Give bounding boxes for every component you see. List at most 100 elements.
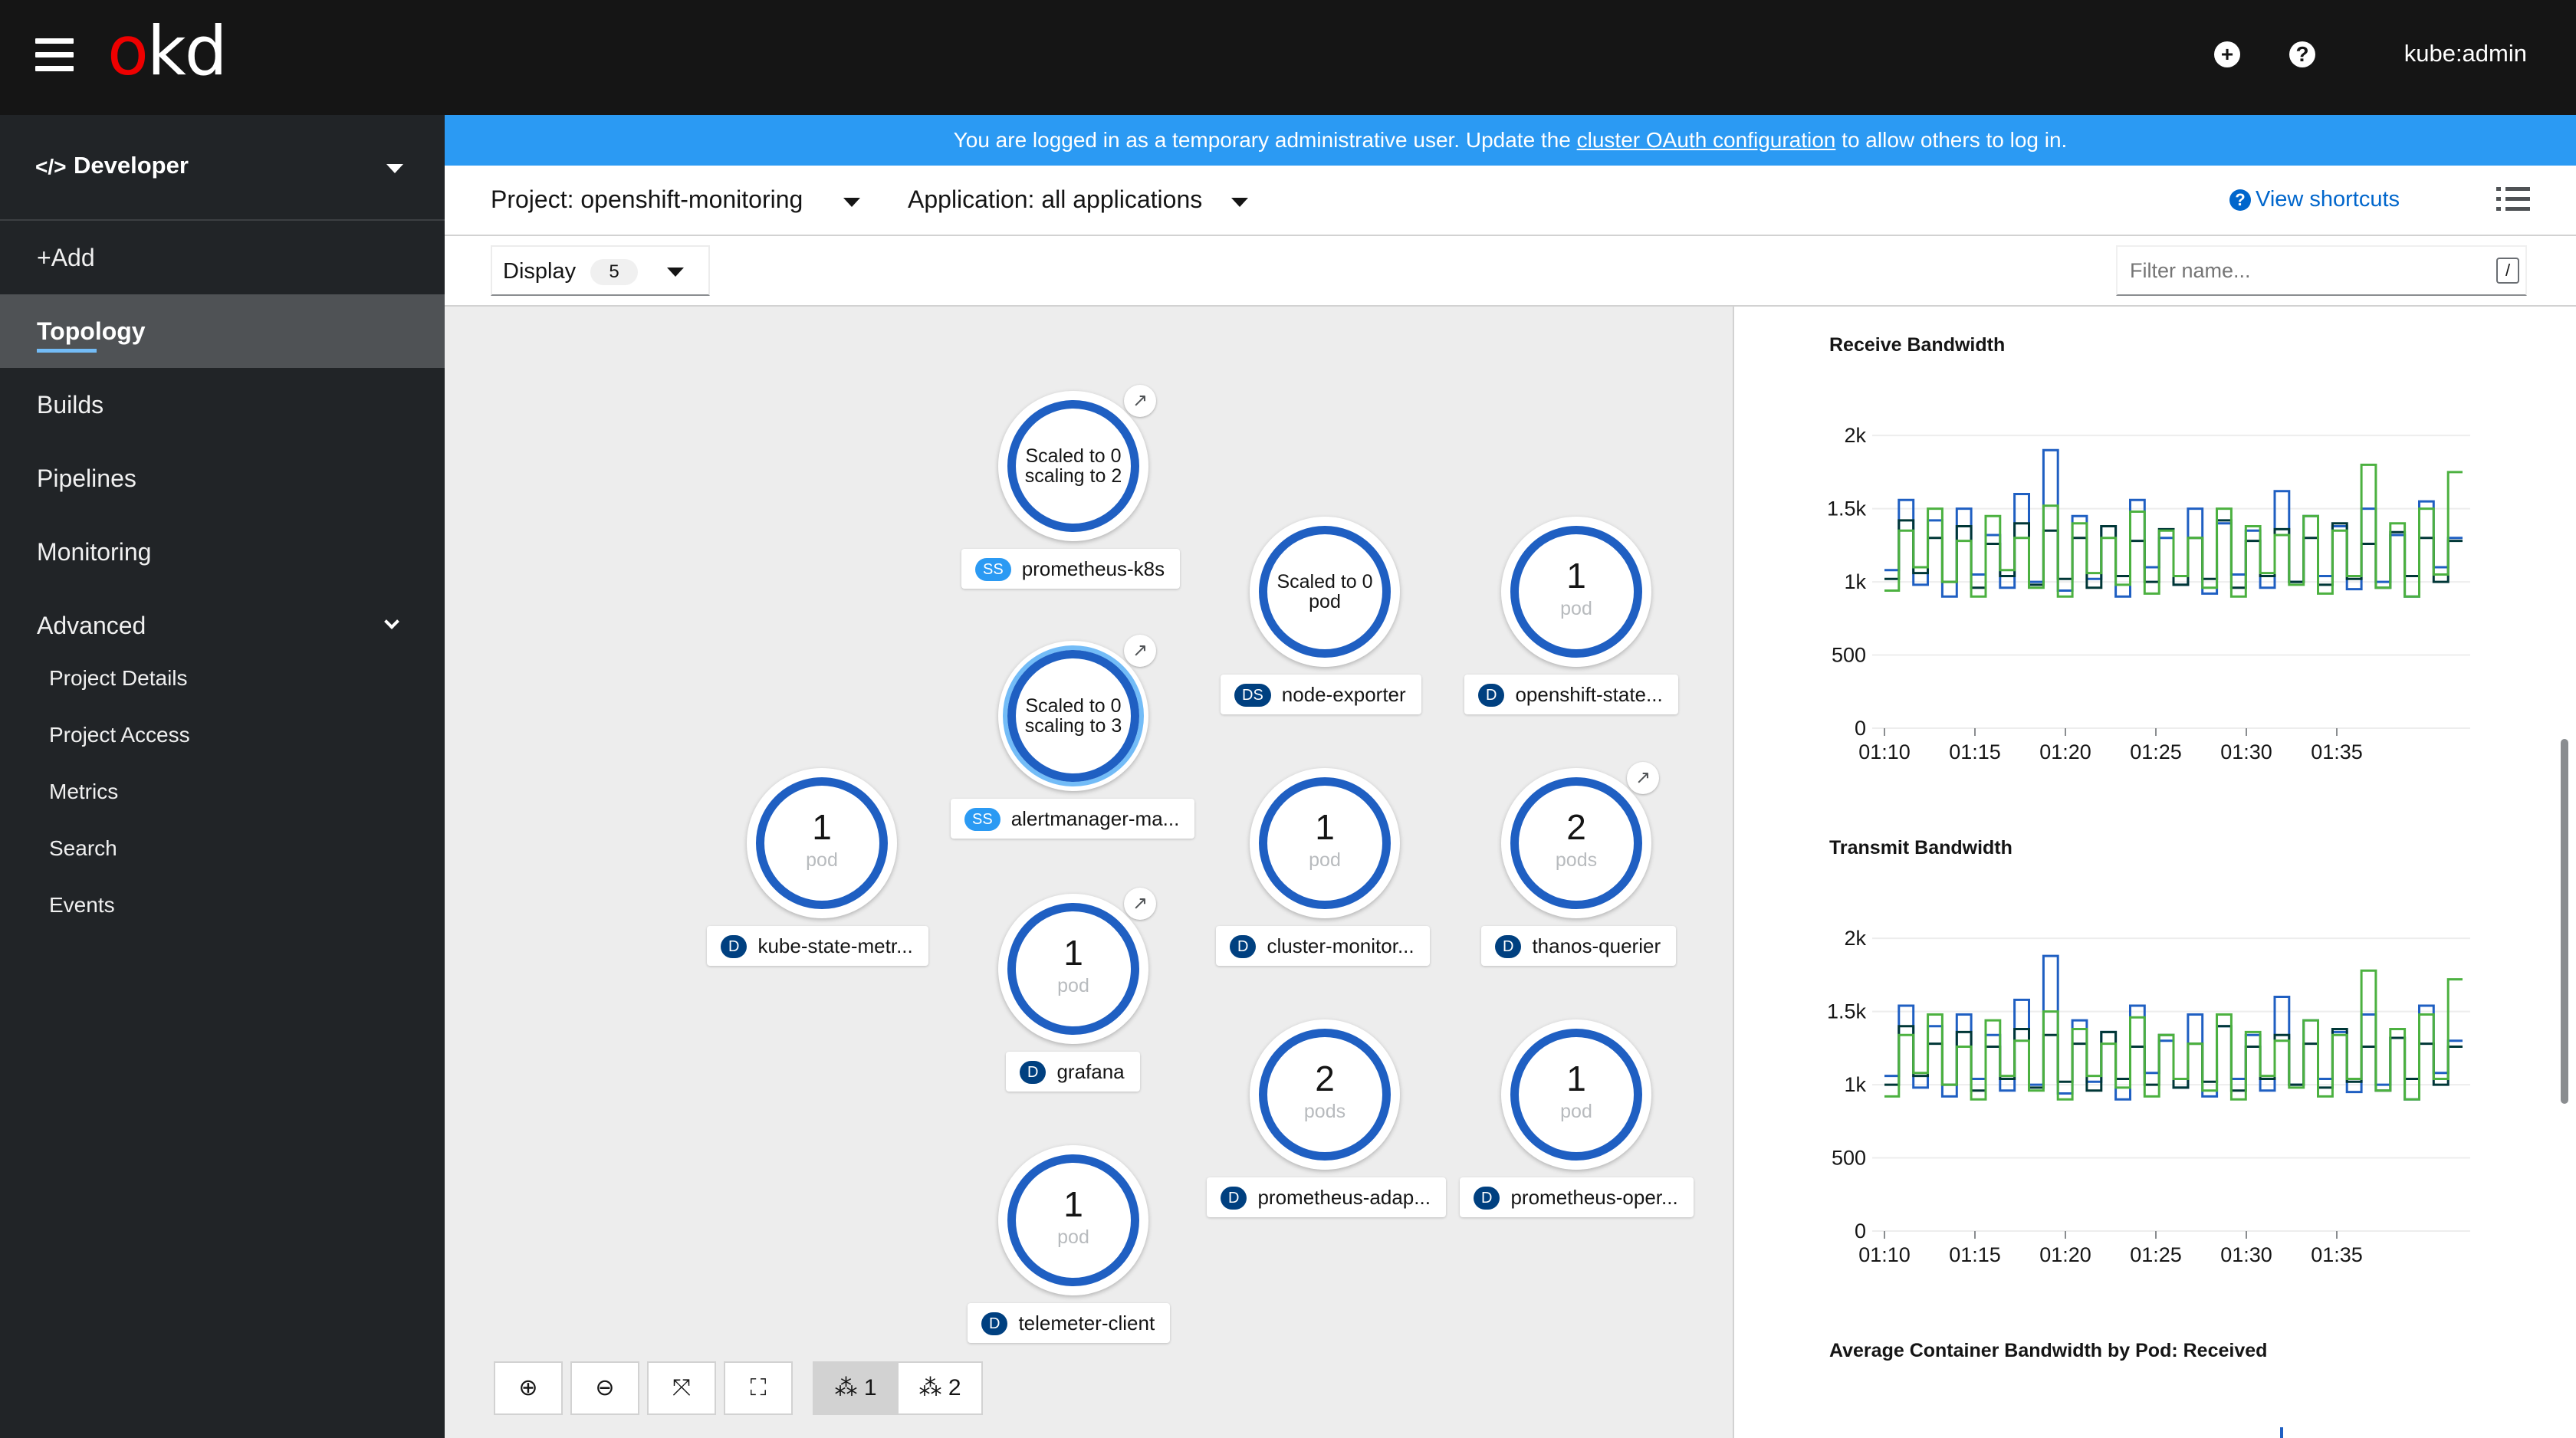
topology-node[interactable]: 2 pods ↗ xyxy=(1501,762,1659,918)
external-link-icon[interactable]: ↗ xyxy=(1627,762,1659,794)
list-view-icon[interactable] xyxy=(2496,187,2530,216)
chart-title: Receive Bandwidth xyxy=(1829,334,2006,356)
x-tick-label: 01:30 xyxy=(2220,740,2272,763)
sidebar-item-project-access[interactable]: Project Access xyxy=(49,723,190,747)
active-indicator xyxy=(37,349,97,353)
chevron-down-icon xyxy=(384,614,399,629)
sidebar-item-search[interactable]: Search xyxy=(49,836,117,860)
pod-count: 1 xyxy=(1566,1059,1586,1098)
sidebar-item-events[interactable]: Events xyxy=(49,893,115,917)
display-label: Display xyxy=(503,259,577,284)
filter-name-input[interactable] xyxy=(2116,245,2527,296)
sidebar-item-topology[interactable]: Topology xyxy=(0,294,445,368)
node-status: Scaled to 0 scaling to 3 xyxy=(1024,695,1122,737)
question-circle-icon[interactable]: ? xyxy=(2289,41,2315,67)
node-status: Scaled to 0 scaling to 2 xyxy=(1024,445,1122,487)
node-label[interactable]: DS node-exporter xyxy=(1221,675,1421,714)
sidebar-item-label: Advanced xyxy=(37,612,146,639)
masthead: okd + ? kube:admin xyxy=(0,0,2576,115)
display-count-badge: 5 xyxy=(590,259,638,285)
perspective-label: Developer xyxy=(74,152,189,179)
panel-scrollbar[interactable] xyxy=(2561,739,2568,1104)
display-options-dropdown[interactable]: Display 5 xyxy=(491,245,710,296)
zoom-out-button[interactable]: ⊖ xyxy=(570,1361,639,1415)
pod-ring xyxy=(1510,1029,1642,1161)
topology-node[interactable]: 2 pods xyxy=(1250,1019,1400,1170)
pod-count: 1 xyxy=(812,807,832,847)
user-menu[interactable]: kube:admin xyxy=(2404,40,2527,67)
node-label[interactable]: SS prometheus-k8s xyxy=(961,549,1181,589)
application-selector[interactable]: Application: all applications xyxy=(908,185,1202,214)
reset-view-button[interactable]: ⛶ xyxy=(724,1361,793,1415)
view-shortcuts-link[interactable]: ? View shortcuts xyxy=(2229,187,2400,212)
deployment-badge: D xyxy=(721,935,748,958)
sidebar-item-project-details[interactable]: Project Details xyxy=(49,666,188,690)
statefulset-badge: SS xyxy=(975,558,1011,581)
pod-ring xyxy=(1510,777,1642,909)
layout-1-button[interactable]: ⁂ 1 xyxy=(813,1361,899,1415)
node-status: Scaled to 0 pod xyxy=(1276,571,1373,612)
topology-node[interactable]: 1 pod xyxy=(998,1145,1148,1295)
pod-ring xyxy=(1007,650,1139,782)
receive-bandwidth-chart: 0 500 1k 1.5k 2k 01:10 01:15 01:20 01:25 01:30 01:… xyxy=(1827,424,2470,763)
topology-node[interactable]: 1 pod xyxy=(1250,768,1400,918)
topology-node[interactable]: Scaled to 0 pod xyxy=(1250,517,1400,667)
y-tick-label: 2k xyxy=(1844,927,1866,950)
sidebar-item-metrics[interactable]: Metrics xyxy=(49,780,119,803)
perspective-switcher[interactable]: </> Developer xyxy=(0,115,445,221)
monitoring-side-panel: Receive Bandwidth 0 500 1k 1.5k 2k 01:10 01:15… xyxy=(1733,307,2576,1438)
pod-unit: pods xyxy=(1303,1101,1346,1122)
sidebar-item-advanced[interactable]: Advanced xyxy=(0,589,445,662)
chart-title: Average Container Bandwidth by Pod: Rece… xyxy=(1829,1340,2268,1361)
oauth-config-link[interactable]: cluster OAuth configuration xyxy=(1576,128,1836,152)
series-line xyxy=(1884,463,2463,598)
okd-logo[interactable]: okd xyxy=(107,11,228,90)
banner-text-pre: You are logged in as a temporary adminis… xyxy=(953,128,1577,152)
sidebar-item-add[interactable]: +Add xyxy=(37,244,95,271)
topology-node[interactable]: Scaled to 0 scaling to 3 ↗ xyxy=(998,635,1156,791)
topology-node[interactable]: 1 pod ↗ xyxy=(998,888,1156,1044)
external-link-icon[interactable]: ↗ xyxy=(1124,635,1156,667)
project-selector-label: Project: openshift-monitoring xyxy=(491,185,803,213)
fit-to-screen-button[interactable]: ⤧ xyxy=(647,1361,716,1415)
sidebar-item-monitoring[interactable]: Monitoring xyxy=(37,538,152,566)
sidebar-item-builds[interactable]: Builds xyxy=(37,391,104,419)
pod-count: 1 xyxy=(1315,807,1335,847)
pod-ring xyxy=(756,777,888,909)
sidebar-item-pipelines[interactable]: Pipelines xyxy=(37,465,136,492)
project-bar: Project: openshift-monitoring Applicatio… xyxy=(445,166,2576,236)
hamburger-menu-icon[interactable] xyxy=(35,38,74,72)
topology-node[interactable]: 1 pod xyxy=(1501,517,1651,667)
zoom-in-button[interactable]: ⊕ xyxy=(494,1361,563,1415)
pod-ring xyxy=(1259,777,1391,909)
topology-canvas[interactable]: Scaled to 0 scaling to 2 ↗ SS prometheus-k… xyxy=(445,307,1733,1438)
topology-node[interactable]: Scaled to 0 scaling to 2 ↗ xyxy=(998,385,1156,541)
deployment-badge: D xyxy=(1230,935,1257,958)
question-circle-icon: ? xyxy=(2229,189,2251,211)
topology-icon: ⁂ xyxy=(918,1375,942,1400)
y-tick-label: 2k xyxy=(1844,424,1866,447)
deployment-badge: D xyxy=(1478,684,1505,707)
external-link-icon[interactable]: ↗ xyxy=(1124,385,1156,417)
project-selector[interactable]: Project: openshift-monitoring xyxy=(491,185,803,214)
project-caret-icon[interactable] xyxy=(843,198,860,207)
external-link-icon[interactable]: ↗ xyxy=(1124,888,1156,920)
zoom-out-icon: ⊖ xyxy=(595,1375,615,1400)
pod-ring xyxy=(1259,526,1391,658)
node-label[interactable]: SS alertmanager-ma... xyxy=(951,799,1195,839)
plus-circle-icon[interactable]: + xyxy=(2214,41,2240,67)
application-caret-icon[interactable] xyxy=(1231,198,1248,207)
pod-ring xyxy=(1007,400,1139,532)
application-selector-label: Application: all applications xyxy=(908,185,1203,213)
topology-node[interactable]: 1 pod xyxy=(747,768,897,918)
topology-node[interactable]: 1 pod xyxy=(1501,1019,1651,1170)
layout-2-button[interactable]: ⁂ 2 xyxy=(897,1361,983,1415)
